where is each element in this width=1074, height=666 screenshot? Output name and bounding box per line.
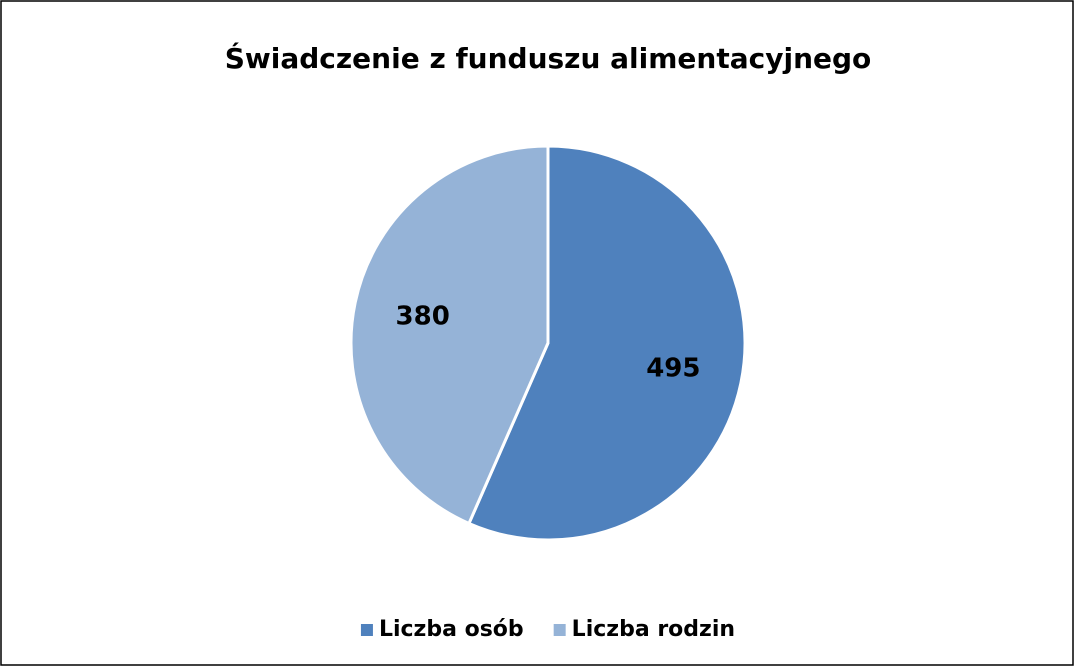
legend-label: Liczba rodzin (572, 617, 735, 642)
data-label: 495 (646, 354, 700, 384)
legend-swatch (553, 624, 566, 636)
pie-slice (466, 144, 747, 542)
legend-swatch (360, 624, 373, 636)
legend-label: Liczba osób (379, 617, 524, 642)
chart-title: Świadczenie z funduszu alimentacyjnego (225, 41, 872, 75)
data-label: 380 (396, 301, 450, 331)
pie-slice (349, 144, 550, 526)
